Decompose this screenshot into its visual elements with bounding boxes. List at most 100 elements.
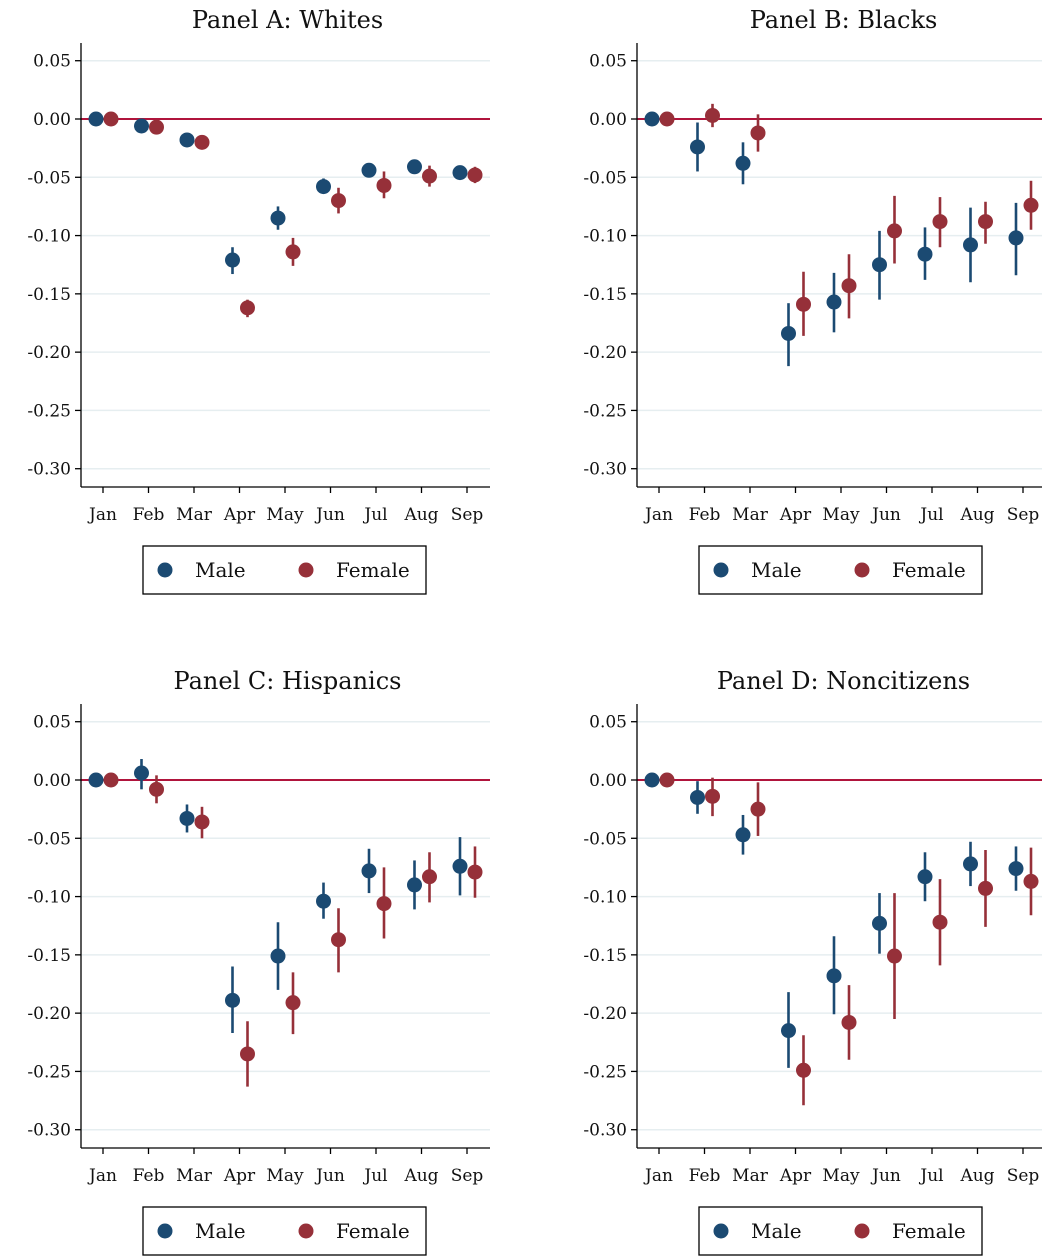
y-tick-label: 0.00 (33, 771, 71, 791)
panel-1: Panel A: Whites 0.05 0.00 -0.05 -0.10 -0.15 -0… (27, 6, 490, 595)
point-female (285, 995, 301, 1011)
point-female (841, 1014, 857, 1030)
x-tick-label: May (266, 505, 304, 525)
point-male (690, 789, 705, 805)
point-male (225, 252, 240, 268)
y-tick-label: 0.05 (33, 713, 71, 733)
y-tick-label: 0.05 (589, 713, 627, 733)
point-female (841, 278, 857, 294)
point-female (103, 111, 119, 127)
y-tick-label: 0.00 (589, 110, 627, 130)
point-male (872, 257, 887, 273)
x-tick-label: Jan (87, 1166, 117, 1186)
legend-label-female: Female (336, 558, 410, 582)
point-male (917, 246, 933, 262)
y-tick-label: -0.15 (583, 946, 627, 966)
legend-label-female: Female (336, 1219, 410, 1243)
point-female (331, 932, 346, 948)
point-female (149, 781, 164, 797)
x-tick-label: Jun (314, 505, 345, 525)
point-female (750, 801, 766, 817)
point-female (887, 223, 902, 239)
point-male (917, 869, 933, 885)
x-tick-label: Mar (732, 505, 769, 525)
point-female (1023, 873, 1039, 889)
legend: Male Female (142, 1206, 427, 1256)
x-tick-label: Sep (1007, 505, 1040, 525)
point-female (705, 108, 720, 124)
x-tick-label: Mar (176, 1166, 213, 1186)
point-female (422, 869, 437, 885)
x-tick-label: May (266, 1166, 304, 1186)
y-tick-label: 0.05 (33, 52, 71, 72)
y-tick-label: -0.15 (27, 946, 71, 966)
point-male (690, 139, 705, 155)
legend-box (142, 545, 427, 595)
y-tick-label: -0.30 (27, 1121, 71, 1141)
x-tick-label: Jul (362, 505, 387, 525)
point-female (285, 244, 301, 260)
y-tick-label: 0.05 (589, 52, 627, 72)
y-tick-label: 0.00 (33, 110, 71, 130)
x-tick-label: Mar (732, 1166, 769, 1186)
x-tick-label: Jan (643, 1166, 673, 1186)
legend-label-female: Female (892, 558, 966, 582)
panel-title: Panel C: Hispanics (174, 667, 402, 695)
y-tick-label: -0.05 (27, 168, 71, 188)
point-female (467, 864, 483, 880)
point-male (407, 877, 422, 893)
x-tick-label: Aug (959, 1166, 994, 1186)
y-tick-label: -0.15 (27, 285, 71, 305)
y-tick-label: -0.10 (583, 227, 627, 247)
legend-marker-male (713, 562, 729, 578)
point-female (149, 119, 164, 135)
point-female (376, 896, 392, 912)
point-male (316, 179, 331, 195)
x-tick-label: Sep (451, 505, 484, 525)
panel-3: Panel C: Hispanics 0.05 0.00 -0.05 -0.10 -0.1… (27, 667, 490, 1256)
point-male (270, 948, 286, 964)
point-male (963, 237, 978, 253)
point-female (1023, 197, 1039, 213)
legend-marker-male (713, 1223, 729, 1239)
point-male (826, 294, 842, 310)
x-tick-label: May (822, 505, 860, 525)
x-tick-label: Jan (643, 505, 673, 525)
legend: Male Female (142, 545, 427, 595)
point-male (407, 159, 422, 175)
point-female (750, 125, 766, 141)
point-male (134, 765, 149, 781)
x-tick-label: Jun (870, 505, 901, 525)
panel-2: Panel B: Blacks 0.05 0.00 -0.05 -0.10 -0.15 -0… (583, 6, 1042, 595)
point-male (316, 893, 331, 909)
point-female (932, 214, 948, 230)
point-female (978, 214, 993, 230)
point-female (422, 168, 437, 184)
point-male (1008, 861, 1024, 877)
x-tick-label: Jan (87, 505, 117, 525)
point-female (194, 134, 210, 150)
point-female (376, 177, 392, 193)
point-male (781, 1023, 796, 1039)
point-female (331, 193, 346, 209)
legend-marker-female (298, 1223, 314, 1239)
y-tick-label: -0.30 (583, 460, 627, 480)
point-female (659, 111, 675, 127)
x-tick-label: Sep (451, 1166, 484, 1186)
legend-marker-female (854, 1223, 870, 1239)
point-female (240, 300, 255, 316)
point-male (452, 858, 468, 874)
point-male (88, 772, 104, 788)
legend-box (142, 1206, 427, 1256)
x-tick-label: Feb (133, 505, 165, 525)
y-tick-label: -0.25 (583, 1062, 627, 1082)
legend-label-male: Male (195, 1219, 246, 1243)
y-tick-label: -0.15 (583, 285, 627, 305)
x-tick-label: Jun (870, 1166, 901, 1186)
x-tick-label: Jul (918, 1166, 943, 1186)
legend-label-male: Male (195, 558, 246, 582)
legend-marker-male (157, 562, 173, 578)
x-tick-label: Mar (176, 505, 213, 525)
point-male (361, 863, 377, 879)
